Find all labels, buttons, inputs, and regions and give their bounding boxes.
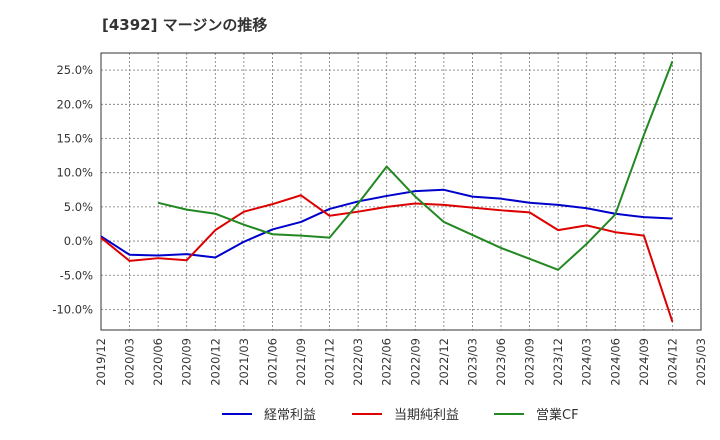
x-tick-label: 2024/12 bbox=[665, 338, 679, 386]
x-tick-label: 2020/09 bbox=[180, 338, 194, 386]
x-tick-label: 2023/12 bbox=[551, 338, 565, 386]
legend-swatch bbox=[494, 412, 524, 415]
x-tick-label: 2023/06 bbox=[494, 338, 508, 386]
legend-swatch bbox=[352, 412, 382, 415]
y-tick-label: 10.0% bbox=[56, 166, 93, 180]
x-tick-label: 2021/09 bbox=[294, 338, 308, 386]
series-line-3 bbox=[157, 60, 674, 271]
x-tick-label: 2023/03 bbox=[465, 338, 479, 386]
legend-item-2: 当期純利益 bbox=[352, 404, 459, 423]
plot-frame bbox=[100, 52, 702, 331]
series-line-1 bbox=[100, 188, 673, 259]
legend-label: 当期純利益 bbox=[394, 408, 460, 423]
chart-legend: 経常利益 当期純利益 営業CF bbox=[0, 404, 720, 426]
series-line-2 bbox=[100, 194, 674, 323]
x-tick-label: 2024/06 bbox=[608, 338, 622, 386]
y-tick-label: 5.0% bbox=[64, 200, 93, 214]
x-tick-label: 2024/09 bbox=[637, 338, 651, 386]
y-tick-label: 15.0% bbox=[56, 131, 93, 145]
x-tick-label: 2022/06 bbox=[380, 338, 394, 386]
y-tick-label: -5.0% bbox=[60, 268, 93, 282]
x-tick-label: 2022/12 bbox=[437, 338, 451, 386]
y-tick-label: 20.0% bbox=[56, 97, 93, 111]
y-tick-label: -10.0% bbox=[52, 302, 93, 316]
legend-item-3: 営業CF bbox=[494, 404, 579, 423]
page-title: [4392] マージンの推移 bbox=[102, 16, 268, 34]
x-tick-label: 2020/12 bbox=[208, 338, 222, 386]
x-tick-label: 2025/03 bbox=[694, 338, 708, 386]
x-tick-label: 2020/06 bbox=[151, 338, 165, 386]
y-tick-label: 25.0% bbox=[56, 63, 93, 77]
x-tick-label: 2021/06 bbox=[265, 338, 279, 386]
x-tick-label: 2019/12 bbox=[94, 338, 108, 386]
plot-area bbox=[101, 53, 701, 330]
x-tick-label: 2024/03 bbox=[580, 338, 594, 386]
legend-item-1: 経常利益 bbox=[222, 404, 316, 423]
x-tick-label: 2022/03 bbox=[351, 338, 365, 386]
legend-label: 経常利益 bbox=[264, 408, 317, 423]
x-tick-label: 2022/09 bbox=[408, 338, 422, 386]
x-tick-label: 2023/09 bbox=[523, 338, 537, 386]
x-tick-label: 2020/03 bbox=[123, 338, 137, 386]
y-tick-label: 0.0% bbox=[64, 234, 93, 248]
x-tick-label: 2021/12 bbox=[323, 338, 337, 386]
legend-label: 営業CF bbox=[536, 408, 579, 423]
legend-swatch bbox=[222, 412, 252, 415]
x-tick-label: 2021/03 bbox=[237, 338, 251, 386]
